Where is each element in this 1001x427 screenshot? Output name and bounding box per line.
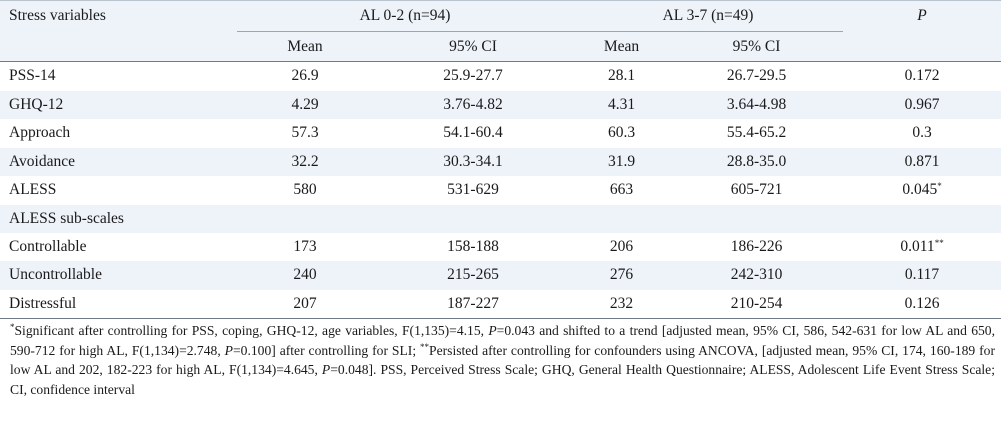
header-group-al-3-7: AL 3-7 (n=49) <box>573 0 844 32</box>
table-footnote: *Significant after controlling for PSS, … <box>10 322 996 397</box>
header-ci-1: 95% CI <box>373 31 574 62</box>
header-row-2: Mean 95% CI Mean 95% CI <box>0 31 1001 62</box>
cell-ci-2: 210-254 <box>670 289 844 319</box>
header-empty-cell <box>0 31 237 62</box>
row-label: Avoidance <box>0 147 237 176</box>
cell-p: 0.045* <box>902 181 942 199</box>
cell-p: 0.3 <box>912 124 932 142</box>
cell-mean-2: 4.31 <box>573 90 671 119</box>
cell-ci-1: 158-188 <box>447 237 499 255</box>
footnote-mark-1: * <box>10 322 15 332</box>
header-mean-2: Mean <box>573 31 671 62</box>
cell-p: 0.871 <box>843 147 1001 176</box>
row-label: Uncontrollable <box>0 261 237 290</box>
cell-ci-2: 186-226 <box>730 237 783 255</box>
header-stress-variables: Stress variables <box>0 0 237 32</box>
stress-variables-table: Stress variables AL 0-2 (n=94) AL 3-7 (n… <box>0 0 1001 319</box>
table-row: Controllable 173 158-188 206 186-226 0.0… <box>0 233 1001 262</box>
cell-mean-1: 32.2 <box>237 147 373 176</box>
cell-ci-2: 3.64-4.98 <box>670 90 844 119</box>
cell-p: 0.172 <box>904 67 940 85</box>
cell-mean-1: 207 <box>237 289 373 319</box>
header-group-al-0-2: AL 0-2 (n=94) <box>237 0 574 32</box>
significance-mark: * <box>937 181 942 192</box>
table-row: GHQ-12 4.29 3.76-4.82 4.31 3.64-4.98 0.9… <box>0 90 1001 119</box>
cell-ci-2: 605-721 <box>730 181 783 199</box>
table-row: Approach 57.3 54.1-60.4 60.3 55.4-65.2 0… <box>0 119 1001 148</box>
table-row: Uncontrollable 240 215-265 276 242-310 0… <box>0 261 1001 290</box>
cell-mean-2: 31.9 <box>573 147 671 176</box>
cell-ci-1: 54.1-60.4 <box>443 124 503 142</box>
cell-ci-2: 242-310 <box>670 261 844 290</box>
row-label: Distressful <box>0 289 237 319</box>
cell-p: 0.011** <box>900 237 944 255</box>
cell-p: 0.126 <box>843 289 1001 319</box>
section-title: ALESS sub-scales <box>0 204 1001 233</box>
table-row: Avoidance 32.2 30.3-34.1 31.9 28.8-35.0 … <box>0 147 1001 176</box>
cell-mean-2: 28.1 <box>607 67 636 85</box>
cell-ci-2: 55.4-65.2 <box>726 124 787 142</box>
cell-mean-2: 206 <box>609 237 634 255</box>
header-mean-1: Mean <box>237 31 373 62</box>
row-label: Approach <box>9 124 71 142</box>
row-label: PSS-14 <box>9 67 56 85</box>
cell-mean-2: 60.3 <box>607 124 636 142</box>
cell-ci-2: 28.8-35.0 <box>670 147 844 176</box>
section-row: ALESS sub-scales <box>0 204 1001 233</box>
cell-ci-2: 26.7-29.5 <box>726 67 787 85</box>
footnote-mark-2: ** <box>420 341 430 352</box>
header-empty-p <box>843 31 1001 62</box>
cell-ci-1: 3.76-4.82 <box>373 90 574 119</box>
table-row: Distressful 207 187-227 232 210-254 0.12… <box>0 289 1001 319</box>
cell-ci-1: 187-227 <box>373 289 574 319</box>
header-row-1: Stress variables AL 0-2 (n=94) AL 3-7 (n… <box>0 0 1001 32</box>
cell-ci-1: 30.3-34.1 <box>373 147 574 176</box>
row-label: GHQ-12 <box>0 90 237 119</box>
cell-mean-2: 276 <box>573 261 671 290</box>
cell-mean-1: 57.3 <box>291 124 319 142</box>
cell-ci-1: 215-265 <box>373 261 574 290</box>
cell-p: 0.967 <box>843 90 1001 119</box>
cell-mean-1: 173 <box>293 237 317 255</box>
cell-mean-2: 232 <box>573 289 671 319</box>
cell-mean-1: 580 <box>293 181 317 199</box>
table-row: ALESS 580 531-629 663 605-721 0.045* <box>0 176 1001 205</box>
cell-ci-1: 531-629 <box>447 181 499 199</box>
significance-mark: ** <box>934 237 944 248</box>
table-row: PSS-14 26.9 25.9-27.7 28.1 26.7-29.5 0.1… <box>0 62 1001 91</box>
cell-mean-1: 240 <box>237 261 373 290</box>
header-p-value: P <box>843 0 1001 32</box>
cell-mean-1: 4.29 <box>237 90 373 119</box>
cell-ci-1: 25.9-27.7 <box>443 67 503 85</box>
cell-mean-1: 26.9 <box>291 67 319 85</box>
row-label: ALESS <box>9 181 57 199</box>
cell-p: 0.117 <box>843 261 1001 290</box>
cell-mean-2: 663 <box>609 181 634 199</box>
header-ci-2: 95% CI <box>670 31 844 62</box>
row-label: Controllable <box>9 237 87 255</box>
